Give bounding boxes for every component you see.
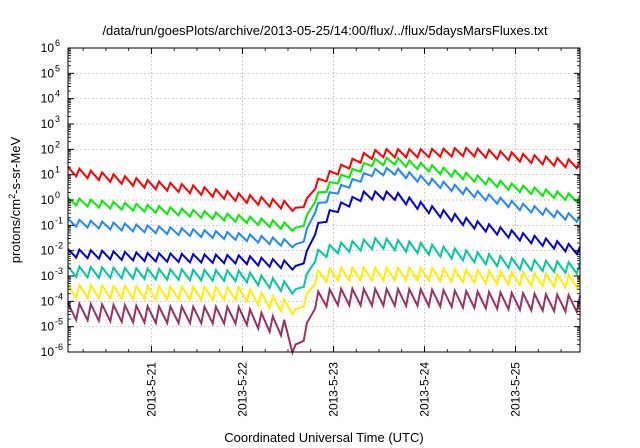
y-tick-label-base: 10 — [41, 218, 55, 232]
series-line-7 — [67, 285, 581, 356]
y-tick-label-base: 10 — [41, 269, 55, 283]
y-tick-label: 101 — [41, 165, 60, 182]
y-tick-label-exp: -5 — [55, 317, 63, 327]
y-tick-label: 106 — [41, 38, 60, 55]
y-tick-label: 10-6 — [41, 342, 63, 359]
y-tick-label-base: 10 — [41, 168, 55, 182]
y-tick-label: 103 — [41, 114, 60, 131]
y-tick-label-base: 10 — [41, 41, 55, 55]
y-axis-label-sup: 2 — [7, 194, 17, 199]
y-tick-label-base: 10 — [41, 345, 55, 359]
y-tick-label-exp: 2 — [55, 139, 60, 149]
y-tick-label-exp: -2 — [55, 241, 63, 251]
x-tick-label: 2013-5-22 — [235, 362, 249, 417]
series-line-5 — [67, 236, 581, 296]
x-tick-labels: 2013-5-21 2013-5-22 2013-5-23 2013-5-24 2013… — [144, 362, 522, 417]
y-tick-label-exp: 1 — [55, 165, 60, 175]
ticks — [68, 47, 580, 353]
y-tick-label-exp: -3 — [55, 266, 63, 276]
y-tick-label-base: 10 — [41, 244, 55, 258]
x-tick-label: 2013-5-24 — [418, 362, 432, 417]
y-tick-labels: 10-610-510-410-310-210-11001011021031041… — [41, 38, 63, 359]
y-tick-label-exp: 0 — [55, 190, 60, 200]
series-line-2 — [67, 156, 581, 233]
y-tick-label-exp: -1 — [55, 215, 63, 225]
y-tick-label: 10-2 — [41, 241, 63, 258]
series-line-1 — [67, 145, 581, 213]
y-tick-label: 100 — [41, 190, 60, 207]
x-tick-label: 2013-5-25 — [509, 362, 523, 417]
y-tick-label: 10-1 — [41, 215, 63, 232]
y-tick-label: 102 — [41, 139, 60, 156]
y-tick-label-base: 10 — [41, 66, 55, 80]
y-axis-label-pre: protons/cm — [8, 199, 23, 263]
series-layer — [67, 145, 581, 356]
y-tick-label-exp: 4 — [55, 89, 60, 99]
y-tick-label: 105 — [41, 63, 60, 80]
y-tick-label-base: 10 — [41, 92, 55, 106]
series-line-4 — [67, 189, 581, 272]
y-tick-label-base: 10 — [41, 117, 55, 131]
x-axis-label: Coordinated Universal Time (UTC) — [224, 430, 423, 445]
y-axis-label-post: -s-sr-MeV — [8, 136, 23, 193]
y-tick-label: 10-5 — [41, 317, 63, 334]
x-tick-label: 2013-5-23 — [326, 362, 340, 417]
y-tick-label-base: 10 — [41, 193, 55, 207]
y-tick-label: 104 — [41, 89, 60, 106]
y-axis-label: protons/cm2-s-sr-MeV — [7, 136, 23, 263]
chart-title: /data/run/goesPlots/archive/2013-05-25/1… — [102, 23, 548, 38]
y-tick-label-exp: -6 — [55, 342, 63, 352]
y-tick-label-exp: 5 — [55, 63, 60, 73]
y-tick-label: 10-3 — [41, 266, 63, 283]
y-tick-label-base: 10 — [41, 320, 55, 334]
y-tick-label-exp: -4 — [55, 291, 63, 301]
series-line-3 — [67, 166, 581, 249]
x-tick-label: 2013-5-21 — [144, 362, 158, 417]
y-tick-label-base: 10 — [41, 142, 55, 156]
y-tick-label: 10-4 — [41, 291, 63, 308]
y-tick-label-exp: 3 — [55, 114, 60, 124]
y-tick-label-base: 10 — [41, 294, 55, 308]
series-line-6 — [67, 265, 581, 317]
y-tick-label-exp: 6 — [55, 38, 60, 48]
